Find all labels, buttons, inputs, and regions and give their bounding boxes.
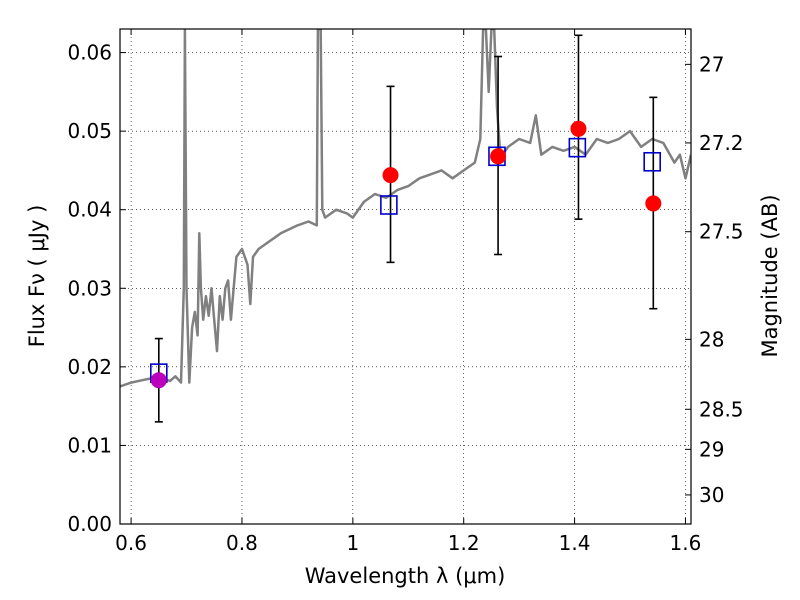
model-point xyxy=(380,195,398,215)
observed-point xyxy=(490,148,507,165)
plot-frame xyxy=(119,28,692,525)
model-point xyxy=(568,137,587,158)
y-tick-label: 0.04 xyxy=(67,198,112,222)
y-tick-label: 0.05 xyxy=(67,119,112,143)
mag-tick-label: 27.2 xyxy=(699,131,744,155)
x-tick-label: 1 xyxy=(346,531,359,555)
y-tick-label: 0.06 xyxy=(67,41,112,65)
observed-point xyxy=(382,167,399,184)
sed-line xyxy=(120,29,691,388)
mag-tick-label: 29 xyxy=(699,437,724,461)
x-tick-label: 0.8 xyxy=(226,531,258,555)
mag-tick-label: 27 xyxy=(699,52,724,76)
mag-tick-label: 27.5 xyxy=(699,220,744,244)
x-tick-label: 1.2 xyxy=(448,531,480,555)
grid-lines xyxy=(120,29,691,525)
plot-background xyxy=(120,29,691,524)
y2-axis-label: Magnitude (AB) xyxy=(758,194,782,357)
observed-point xyxy=(645,195,662,212)
x-tick-label: 1.6 xyxy=(670,531,702,555)
mag-tick-label: 30 xyxy=(699,483,724,507)
y-tick-label: 0.03 xyxy=(67,276,112,300)
mag-tick-label: 28.5 xyxy=(699,397,744,421)
x-tick-label: 1.4 xyxy=(559,531,591,555)
y-tick-label: 0.01 xyxy=(67,433,112,457)
y-axis-label: Flux Fν ( μJy ) xyxy=(25,205,49,348)
model-point xyxy=(643,151,661,172)
observed-point xyxy=(150,372,167,389)
x-tick-label: 0.6 xyxy=(115,531,147,555)
x-axis-label: Wavelength λ (μm) xyxy=(305,564,506,588)
y-tick-label: 0.02 xyxy=(67,355,112,379)
plot-area xyxy=(120,29,691,423)
observed-point xyxy=(570,120,587,137)
axis-ticks: 0.6 0.8 1 1.2 1.4 1.6 0.00 0.01 0.02 0.03 0.04 0.05… xyxy=(67,29,744,555)
y-tick-label: 0.00 xyxy=(67,512,112,536)
mag-tick-label: 28 xyxy=(699,327,724,351)
